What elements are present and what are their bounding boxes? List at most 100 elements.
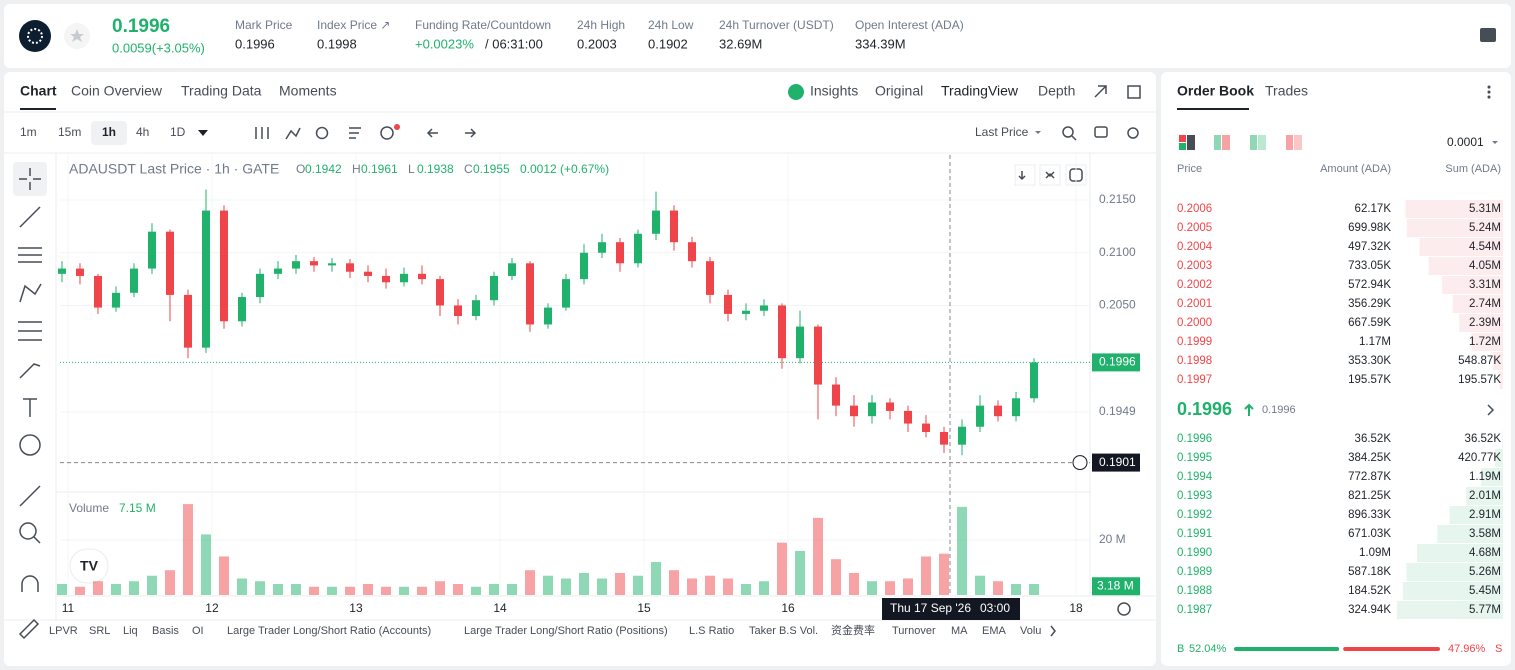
chart-tool-icons[interactable] bbox=[255, 126, 1139, 141]
crosshair-time: 03:00 bbox=[980, 601, 1010, 615]
candle-body bbox=[165, 231, 174, 295]
tab[interactable]: Coin Overview bbox=[71, 83, 163, 99]
dropdown-caret[interactable] bbox=[198, 130, 208, 136]
indicator-tab[interactable]: SRL bbox=[89, 625, 110, 637]
volume-bar bbox=[182, 504, 193, 595]
ob-price: 0.2001 bbox=[1177, 298, 1212, 310]
interval[interactable]: 15m bbox=[58, 125, 81, 139]
ob-amount: 896.33K bbox=[1348, 509, 1391, 521]
candle-body bbox=[850, 405, 859, 417]
stat-label: 24h High bbox=[577, 18, 625, 32]
volume-bar bbox=[470, 586, 481, 595]
volume-bar bbox=[831, 559, 842, 595]
stat-label: Mark Price bbox=[235, 18, 293, 32]
interval[interactable]: 1D bbox=[170, 125, 186, 139]
indicator-tab[interactable]: Taker B.S Vol. bbox=[749, 625, 818, 637]
depth-bar bbox=[1402, 582, 1503, 600]
candle-body bbox=[994, 405, 1003, 417]
settings-icon[interactable] bbox=[1480, 28, 1496, 42]
drawing-tools[interactable] bbox=[18, 168, 42, 640]
ob-amount: 384.25K bbox=[1348, 452, 1391, 464]
scroll-arrow[interactable] bbox=[1050, 625, 1056, 637]
candle-body bbox=[886, 402, 895, 411]
volume-last-tag bbox=[1092, 577, 1140, 596]
candle-body bbox=[435, 279, 444, 306]
depth-bar bbox=[1481, 468, 1503, 486]
tab[interactable]: Trading Data bbox=[181, 83, 262, 99]
dropdown-caret[interactable] bbox=[1035, 131, 1041, 134]
sell-pct: 47.96% bbox=[1448, 643, 1486, 655]
ob-amount: 667.59K bbox=[1348, 317, 1391, 329]
candle-body bbox=[489, 275, 498, 301]
interval[interactable]: 1m bbox=[20, 125, 37, 139]
tab[interactable]: Moments bbox=[279, 83, 337, 99]
candle-body bbox=[958, 426, 967, 445]
volume-bar bbox=[993, 581, 1004, 595]
indicator-tab[interactable]: OI bbox=[192, 625, 204, 637]
axis-settings[interactable] bbox=[1117, 602, 1131, 616]
indicator-tab[interactable]: LPVR bbox=[49, 625, 78, 637]
indicator-tab[interactable]: L.S Ratio bbox=[689, 625, 734, 637]
price-type[interactable]: Last Price bbox=[975, 125, 1029, 139]
candle-body bbox=[417, 273, 426, 280]
chevron[interactable] bbox=[1487, 404, 1495, 416]
indicator-tab[interactable]: 资金费率 bbox=[831, 623, 875, 637]
tab[interactable]: Depth bbox=[1038, 83, 1075, 99]
ob-sum: 5.24M bbox=[1469, 222, 1501, 234]
indicator-tab[interactable]: MA bbox=[951, 625, 968, 637]
legend-key: O bbox=[296, 162, 305, 176]
volume-last-label: 3.18 M bbox=[1097, 578, 1134, 592]
tab[interactable]: Insights bbox=[810, 83, 858, 99]
ob-sum: 3.58M bbox=[1469, 528, 1501, 540]
coin-logo-mark bbox=[27, 28, 43, 44]
candle-body bbox=[453, 305, 462, 317]
volume-bar bbox=[1011, 583, 1022, 595]
precision[interactable]: 0.0001 bbox=[1447, 135, 1484, 149]
ob-amount: 1.17M bbox=[1359, 336, 1391, 348]
crosshair-add[interactable] bbox=[1072, 455, 1088, 471]
volume-bar bbox=[579, 572, 590, 595]
ob-sum: 420.77K bbox=[1458, 452, 1501, 464]
interval[interactable]: 4h bbox=[136, 125, 149, 139]
tab-underline bbox=[1177, 108, 1249, 110]
x-tick-label: 14 bbox=[493, 601, 507, 615]
ob-tab[interactable]: Trades bbox=[1265, 83, 1308, 99]
legend-value: 0.1961 bbox=[361, 162, 398, 176]
ob-sum: 2.39M bbox=[1469, 317, 1501, 329]
candle-body bbox=[868, 402, 877, 417]
tab[interactable]: TradingView bbox=[941, 83, 1019, 99]
window-icon[interactable] bbox=[1127, 85, 1141, 99]
ob-price: 0.1993 bbox=[1177, 490, 1212, 502]
indicator-tab[interactable]: Volu bbox=[1020, 625, 1041, 637]
ob-sum: 4.68M bbox=[1469, 547, 1501, 559]
ob-tab[interactable]: Order Book bbox=[1177, 83, 1254, 99]
candle-body bbox=[345, 263, 354, 272]
indicator-tab[interactable]: Turnover bbox=[892, 625, 936, 637]
layout-toggles[interactable] bbox=[1179, 135, 1302, 150]
candle-body bbox=[183, 294, 192, 348]
sell-letter: S bbox=[1495, 643, 1502, 655]
indicator-tab[interactable]: Large Trader Long/Short Ratio (Positions… bbox=[464, 625, 668, 637]
ob-price: 0.2004 bbox=[1177, 241, 1213, 253]
ob-price: 0.1994 bbox=[1177, 471, 1213, 483]
expand-icon[interactable] bbox=[1094, 85, 1107, 98]
x-tick-label: 11 bbox=[62, 601, 75, 615]
depth-bar bbox=[1406, 563, 1503, 581]
interval[interactable]: 1h bbox=[102, 125, 116, 139]
indicator-tab[interactable]: Large Trader Long/Short Ratio (Accounts) bbox=[227, 625, 431, 637]
col-header: Price bbox=[1177, 163, 1202, 175]
ob-price: 0.1989 bbox=[1177, 566, 1212, 578]
pane-buttons[interactable] bbox=[1014, 164, 1087, 186]
tab[interactable]: Original bbox=[875, 83, 923, 99]
ob-sum: 1.19M bbox=[1469, 471, 1501, 483]
indicator-tab[interactable]: Liq bbox=[123, 625, 138, 637]
indicator-tab[interactable]: Basis bbox=[152, 625, 179, 637]
indicator-tab[interactable]: EMA bbox=[982, 625, 1007, 637]
candle-body bbox=[724, 294, 733, 314]
dropdown-caret[interactable] bbox=[1492, 141, 1498, 144]
tab[interactable]: Chart bbox=[20, 83, 57, 99]
volume-bar bbox=[344, 586, 355, 595]
candle-body bbox=[93, 275, 102, 308]
ob-amount: 62.17K bbox=[1355, 203, 1392, 215]
